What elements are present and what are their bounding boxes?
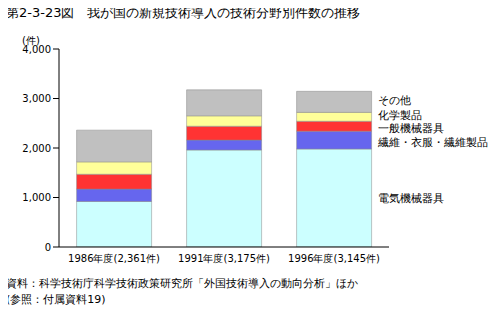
svg-text:1996年度(3,145件): 1996年度(3,145件) bbox=[288, 253, 380, 264]
svg-text:化学製品: 化学製品 bbox=[378, 109, 422, 122]
html-text:(参照：付属資料19): (参照：付属資料19) bbox=[6, 293, 106, 306]
svg-text:繊維・衣服・繊維製品: 繊維・衣服・繊維製品 bbox=[377, 136, 488, 149]
svg-text:1,000: 1,000 bbox=[22, 192, 51, 203]
svg-text:4,000: 4,000 bbox=[22, 44, 51, 55]
html-text:(件): (件) bbox=[22, 35, 40, 46]
html-text:資料：科学技術庁科学技術政策研究所「外国技術導入の動向分析」: 資料：科学技術庁科学技術政策研究所「外国技術導入の動向分析」ほか bbox=[6, 277, 358, 290]
svg-text:その他: その他 bbox=[378, 94, 411, 107]
svg-text:2,000: 2,000 bbox=[22, 143, 51, 154]
svg-text:1991年度(3,175件): 1991年度(3,175件) bbox=[178, 253, 270, 264]
svg-text:一般機械器具: 一般機械器具 bbox=[378, 122, 444, 135]
svg-text:0: 0 bbox=[45, 242, 51, 253]
svg-text:3,000: 3,000 bbox=[22, 93, 51, 104]
html-text:第2-3-23図 我が国の新規技術導入の技術分野別件数の推移: 第2-3-23図 我が国の新規技術導入の技術分野別件数の推移 bbox=[6, 5, 361, 20]
svg-text:電気機械器具: 電気機械器具 bbox=[378, 192, 444, 205]
svg-text:1986年度(2,361件): 1986年度(2,361件) bbox=[68, 253, 160, 264]
